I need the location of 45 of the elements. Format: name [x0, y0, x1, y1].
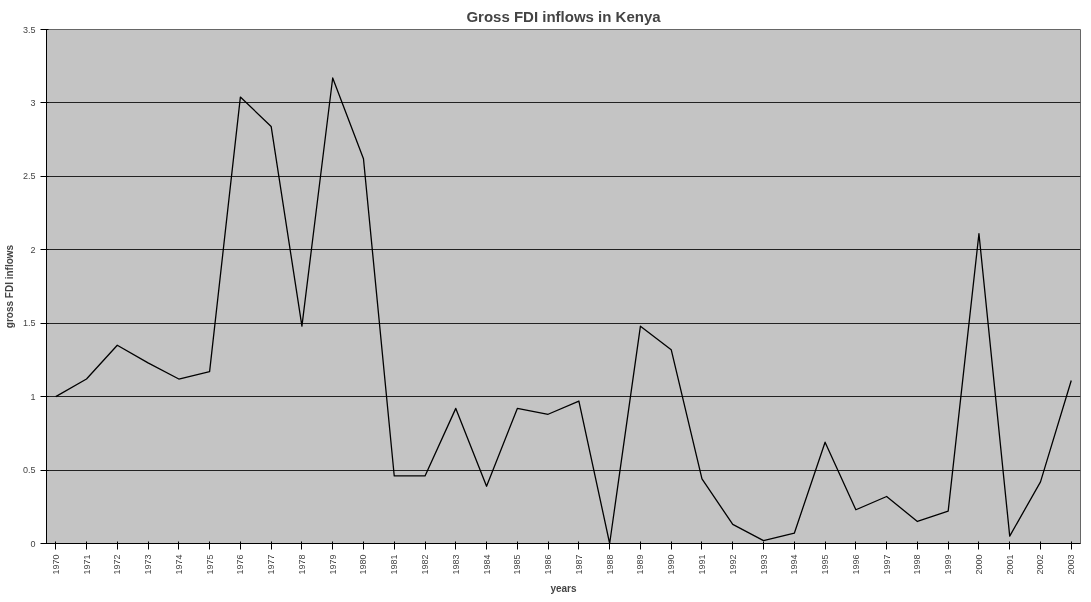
x-tick-label: 1982 — [420, 554, 431, 575]
x-tick-label: 1997 — [881, 554, 892, 575]
y-tick-label: 3 — [30, 97, 36, 108]
x-tick-label: 1981 — [389, 554, 400, 575]
x-tick-label: 1973 — [143, 554, 154, 575]
y-tick-label: 0.5 — [22, 465, 36, 476]
x-tick-label: 1988 — [604, 554, 615, 575]
x-tick-label: 1978 — [296, 554, 307, 575]
x-tick-label: 2000 — [973, 554, 984, 575]
y-tick-label: 1 — [30, 391, 36, 402]
x-tick-label: 1993 — [758, 554, 769, 575]
y-tick-label: 3.5 — [22, 24, 36, 35]
x-tick-label: 1979 — [327, 554, 338, 575]
x-tick-label: 1994 — [789, 554, 800, 575]
x-tick-label: 1991 — [696, 554, 707, 575]
x-tick-label: 1989 — [635, 554, 646, 575]
x-tick-label: 1976 — [235, 554, 246, 575]
x-tick-label: 1972 — [112, 554, 123, 575]
y-tick-label: 1.5 — [22, 318, 36, 329]
x-tick-label: 1987 — [573, 554, 584, 575]
x-tick-label: 1995 — [820, 554, 831, 575]
x-tick-label: 1990 — [666, 554, 677, 575]
x-tick-label: 2001 — [1004, 554, 1015, 575]
x-tick-label: 1986 — [543, 554, 554, 575]
y-axis-title: gross FDI inflows — [3, 244, 15, 329]
x-tick-label: 1999 — [943, 554, 954, 575]
x-tick-label: 1985 — [512, 554, 523, 575]
x-tick-label: 1971 — [81, 554, 92, 575]
chart-title: Gross FDI inflows in Kenya — [466, 7, 662, 25]
x-tick-label: 1996 — [850, 554, 861, 575]
x-tick-label: 1998 — [912, 554, 923, 575]
x-tick-label: 1970 — [50, 554, 61, 575]
x-tick-label: 1975 — [204, 554, 215, 575]
x-tick-label: 1983 — [450, 554, 461, 575]
x-tick-label: 2003 — [1066, 554, 1077, 575]
y-tick-label: 2.5 — [22, 171, 36, 182]
x-tick-label: 1992 — [727, 554, 738, 575]
x-tick-label: 1984 — [481, 554, 492, 575]
x-tick-label: 1974 — [173, 554, 184, 575]
y-tick-label: 0 — [30, 538, 36, 549]
x-tick-label: 2002 — [1035, 554, 1046, 575]
x-tick-label: 1977 — [266, 554, 277, 575]
x-axis-title: years — [550, 582, 578, 594]
y-tick-label: 2 — [30, 244, 36, 255]
x-tick-label: 1980 — [358, 554, 369, 575]
